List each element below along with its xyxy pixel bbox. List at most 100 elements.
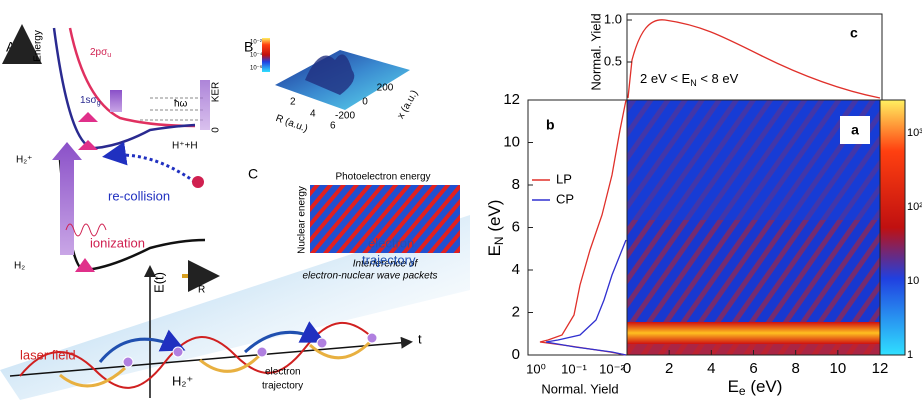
- x-tick-label: 10⁰: [526, 361, 546, 376]
- neutral-label: H₂: [14, 261, 25, 272]
- interference-map: [310, 185, 460, 253]
- x-tick-label: 10⁻²: [599, 361, 625, 376]
- frame: [626, 13, 883, 101]
- ionization-label: ionization: [90, 235, 145, 250]
- colorbar-tick: 10⁻⁴: [250, 52, 263, 59]
- heatmap-band: [627, 344, 880, 355]
- colorbar: [879, 99, 906, 356]
- levels: [140, 97, 205, 121]
- colorbar-tick: 10⁻²: [250, 40, 262, 46]
- colorbar-tick-label: 10: [907, 275, 919, 287]
- wavepacket: [75, 258, 95, 272]
- x-tick: -200: [335, 111, 355, 122]
- trajectory-label: electron: [368, 235, 414, 250]
- time-axis: [9, 336, 413, 377]
- dissociation-label: H⁺+H: [172, 141, 198, 152]
- wavepacket: [78, 112, 98, 122]
- ker-bar: [200, 80, 210, 130]
- x-tick-label: 12: [872, 360, 889, 377]
- field-label: E(t): [151, 272, 166, 293]
- annotation: 2 eV < EN < 8 eV: [640, 71, 739, 88]
- y-tick-label: 0: [512, 346, 520, 363]
- x-label-text: E: [728, 377, 739, 396]
- ker-label: KER: [211, 82, 222, 103]
- x-axis-label: x (a.u.): [395, 88, 420, 120]
- photon-label: ħω: [174, 99, 188, 110]
- y-tick-label: 8: [512, 176, 520, 193]
- panel-c: c 2 eV < EN < 8 eV Normal. Yield 1.0 0.5: [588, 11, 883, 101]
- state-sub: u: [107, 52, 111, 59]
- sheet: [0, 215, 470, 400]
- y-tick-label: 4: [512, 261, 520, 278]
- panel-label: A: [6, 39, 16, 55]
- panel-A: A Energy KER 0 ħω 2pσu 1sσg H₂⁺ H⁺+H re-…: [1, 24, 222, 296]
- colorbar: [262, 38, 270, 72]
- caption: electron-nuclear wave packets: [302, 271, 437, 282]
- panel-B: B 10⁻² 10⁻⁴ 10⁻⁶ 2 4 6 200 0 -200 R (a.u.) x (a.…: [244, 38, 420, 135]
- x-tick-label: 2: [665, 360, 673, 377]
- excitation-arrow: [110, 90, 122, 112]
- y-tick-label: 12: [503, 91, 520, 108]
- zero-label: 0: [211, 127, 222, 133]
- colorbar-tick: 10⁻⁶: [250, 65, 263, 72]
- state-text: 2pσ: [90, 47, 108, 58]
- ion-label: H₂⁺: [172, 373, 193, 388]
- r-tick: 6: [330, 121, 336, 132]
- x-label-sub: e: [739, 384, 746, 398]
- surface-peak: [305, 54, 355, 95]
- r-tick: 4: [310, 109, 316, 120]
- recollision-path: [102, 141, 196, 184]
- x-label: Normal. Yield: [541, 381, 618, 396]
- state-text: 1sσ: [80, 95, 98, 106]
- panel-label: C: [248, 166, 258, 182]
- panel-C: C Photoelectron energy Nuclear energy In…: [248, 166, 460, 282]
- y-label-text: E: [485, 245, 504, 256]
- annotation-sub: N: [690, 78, 697, 88]
- colorbar-tick-label: 10³: [907, 127, 922, 139]
- x-tick-label: 6: [749, 360, 757, 377]
- x-label: Ee (eV): [728, 377, 783, 398]
- energy-label: Energy: [33, 30, 44, 62]
- trajectory-label: trajectory: [362, 252, 416, 267]
- neutral-curve: [58, 159, 206, 272]
- legend-label: LP: [556, 171, 572, 186]
- heatmap-band: [627, 322, 880, 344]
- panel-label: c: [850, 25, 858, 41]
- cp-curve: [545, 239, 627, 356]
- x-label-text: (eV): [746, 377, 783, 396]
- frame: [527, 99, 628, 356]
- heatmap-noise: [627, 100, 880, 220]
- y-tick-label: 2: [512, 303, 520, 320]
- y-tick-label: 1.0: [604, 11, 622, 26]
- panel-label: b: [546, 117, 555, 133]
- state-sub: g: [97, 100, 101, 107]
- time-label: t: [418, 331, 422, 346]
- x-tick: 0: [362, 97, 368, 108]
- panel-label: a: [851, 122, 859, 138]
- r-axis-label: R (a.u.): [274, 113, 309, 135]
- x-tick-label: 10: [829, 360, 846, 377]
- legend-label: CP: [556, 191, 574, 206]
- panel-a: a 0 2 4 6 8 10 12 10³ 10² 10 1 Ee (eV): [623, 99, 922, 398]
- yield-curve: [627, 19, 881, 99]
- y-label: Normal. Yield: [588, 13, 603, 90]
- trajectory-label: electron: [265, 367, 301, 378]
- upper-state: 2pσu: [90, 47, 111, 59]
- y-label: EN (eV): [485, 200, 506, 257]
- y-tick-label: 0.5: [604, 53, 622, 68]
- r-label: R: [198, 285, 205, 296]
- ion-label: H₂⁺: [16, 155, 32, 166]
- r-tick: 2: [290, 97, 296, 108]
- y-tick-label: 6: [512, 218, 520, 235]
- x-tick-label: 10⁻¹: [561, 361, 587, 376]
- y-tick-label: 10: [503, 133, 520, 150]
- panel-b: b LP CP 0 2 4 6 8 10 12 10⁰ 10⁻¹ 10⁻² Normal. Yiel…: [485, 91, 628, 396]
- annotation-text: 2 eV < E: [640, 71, 691, 86]
- trajectories: [59, 321, 372, 388]
- annotation-text: < 8 eV: [697, 71, 739, 86]
- lower-state: 1sσg: [80, 95, 101, 107]
- x-tick-label: 8: [791, 360, 799, 377]
- y-label: Nuclear energy: [297, 186, 308, 254]
- upper-curve: [68, 27, 196, 128]
